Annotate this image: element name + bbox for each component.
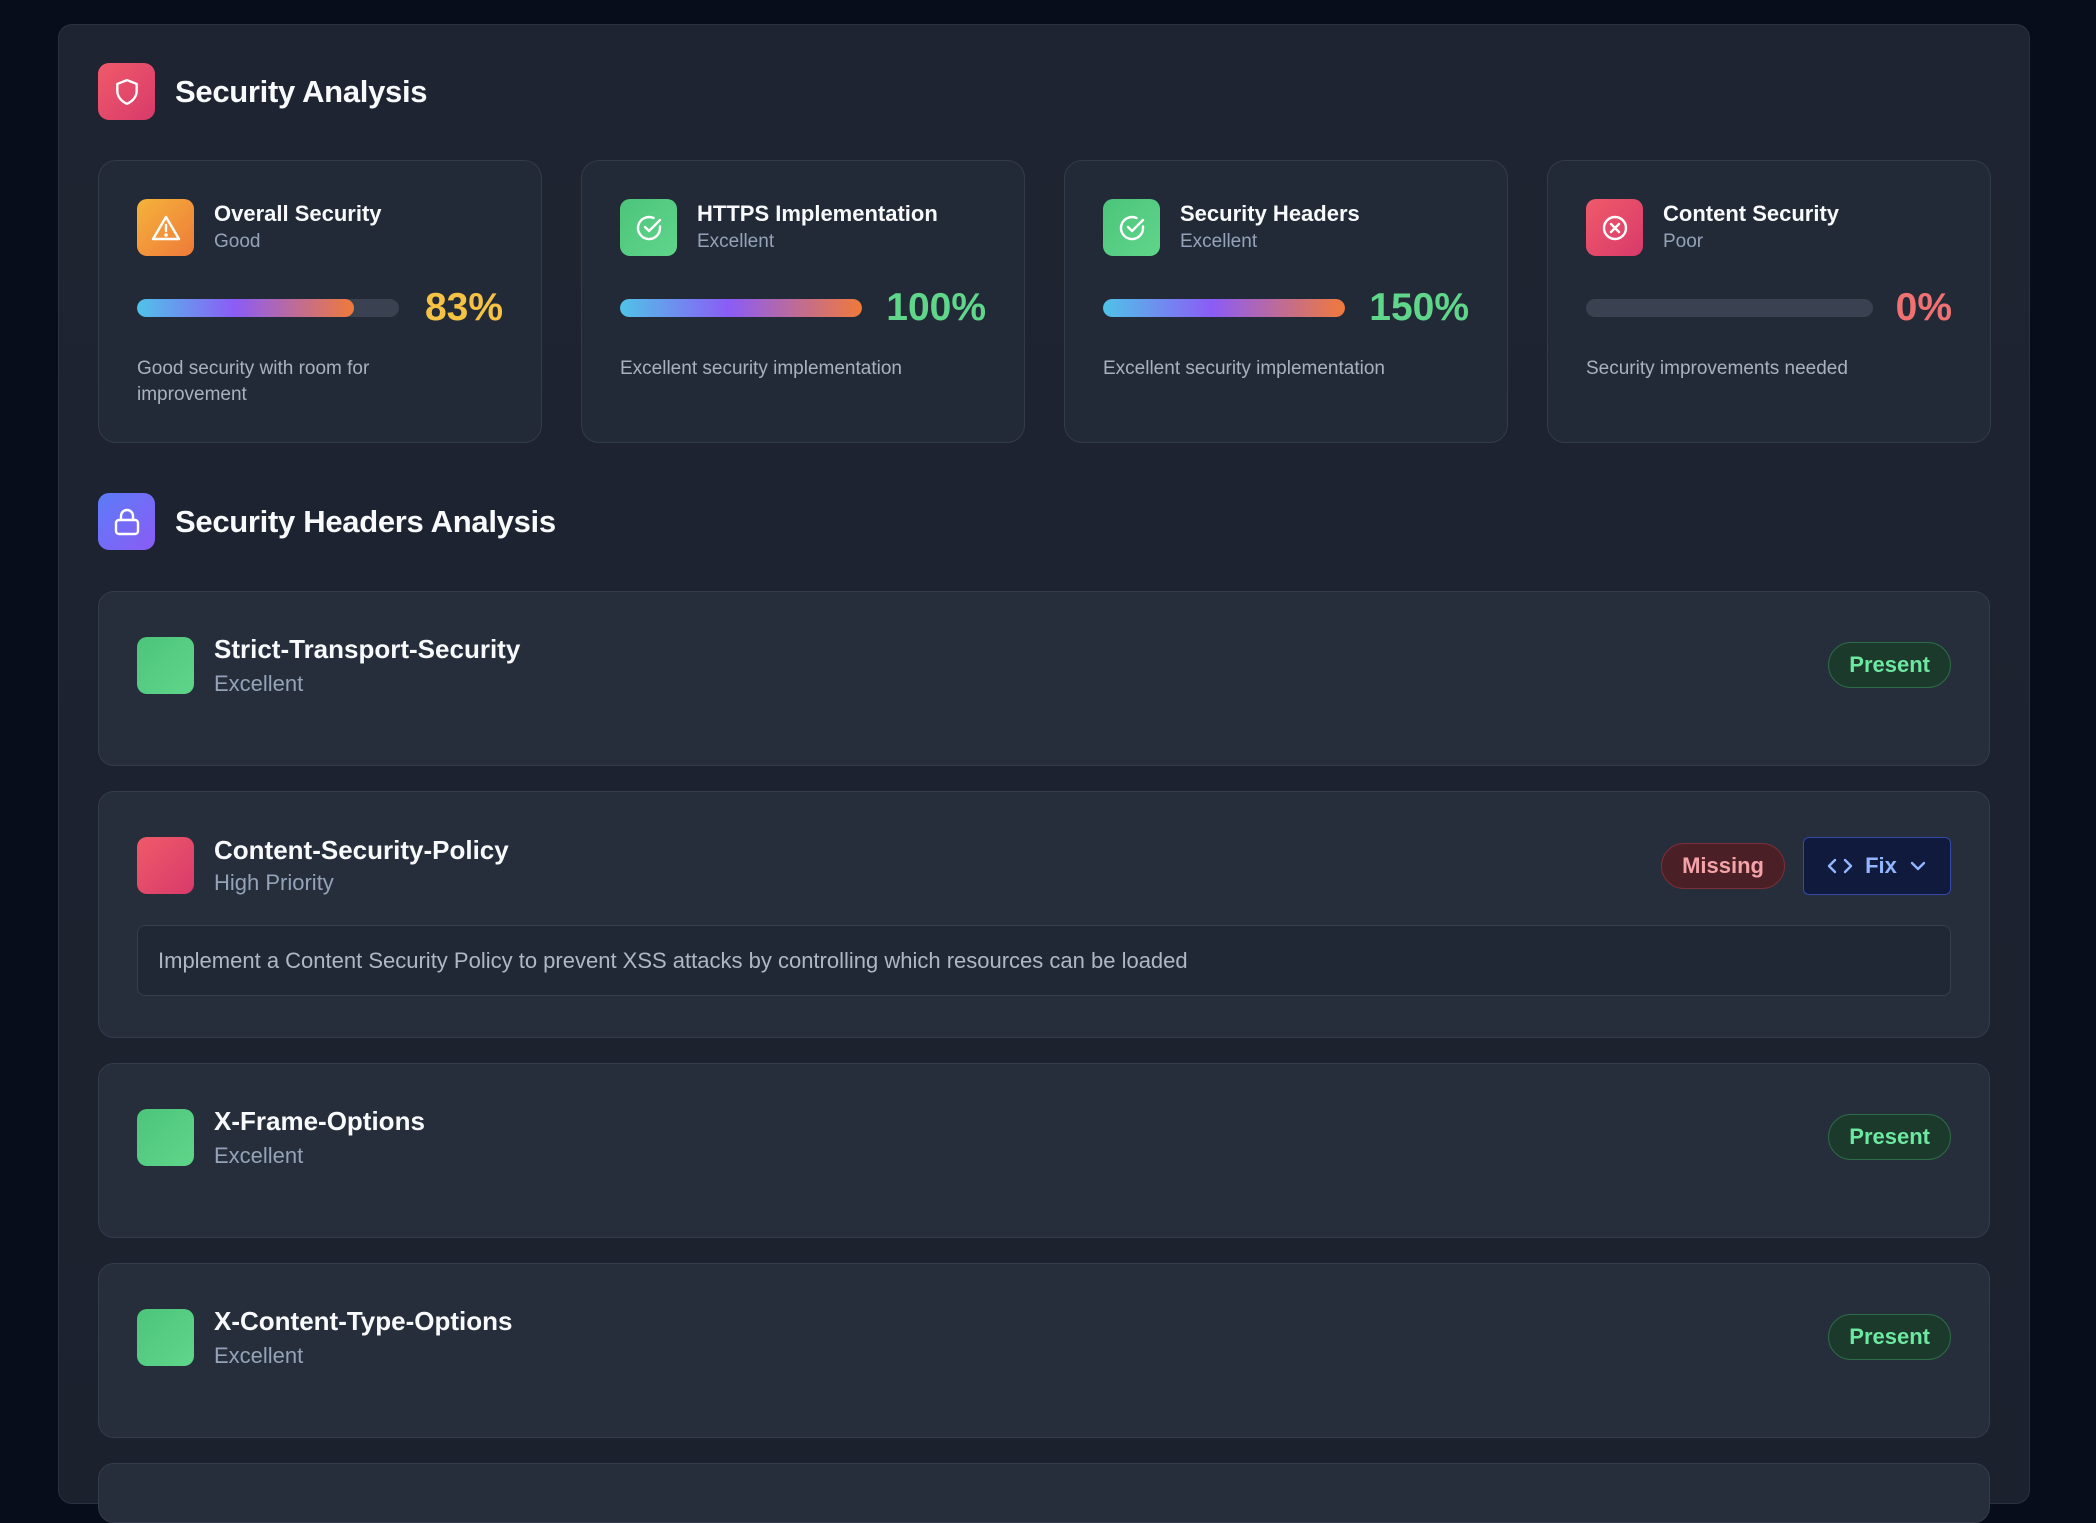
progress-bar: [137, 299, 399, 317]
recommendation-text: Implement a Content Security Policy to p…: [137, 925, 1951, 996]
metric-percent: 83%: [424, 286, 503, 329]
progress-fill: [620, 299, 862, 317]
metric-rating: Good: [214, 231, 261, 252]
metric-percent: 150%: [1369, 286, 1469, 329]
metric-card-https: HTTPS Implementation Excellent 100% Exce…: [581, 160, 1025, 443]
metric-rating: Excellent: [697, 231, 775, 252]
lock-icon: [98, 493, 155, 550]
progress-bar: [620, 299, 862, 317]
status-badge: Present: [1828, 1314, 1951, 1360]
header-row-x-frame-options: X-Frame-Options Excellent Present: [98, 1063, 1990, 1238]
fix-button[interactable]: Fix: [1803, 837, 1951, 895]
code-icon: [1827, 857, 1853, 875]
metric-rating: Excellent: [1180, 231, 1258, 252]
check-circle-icon: [1103, 199, 1160, 256]
status-icon: [137, 1109, 194, 1166]
metric-percent: 0%: [1895, 286, 1952, 329]
status-icon: [137, 837, 194, 894]
metric-name: Security Headers: [1180, 201, 1360, 226]
metric-percent: 100%: [886, 286, 986, 329]
header-row-strict-transport-security: Strict-Transport-Security Excellent Pres…: [98, 591, 1990, 766]
security-analysis-heading: Security Analysis: [98, 63, 428, 120]
header-row-content-security-policy: Content-Security-Policy High Priority Mi…: [98, 791, 1990, 1038]
progress-bar: [1103, 299, 1345, 317]
header-status: High Priority: [214, 870, 334, 895]
metric-card-security-headers: Security Headers Excellent 150% Excellen…: [1064, 160, 1508, 443]
metric-description: Excellent security implementation: [620, 358, 902, 379]
shield-icon: [98, 63, 155, 120]
header-status: Excellent: [214, 1343, 304, 1368]
header-status: Excellent: [214, 671, 304, 696]
status-icon: [137, 1309, 194, 1366]
metric-name: HTTPS Implementation: [697, 201, 938, 226]
x-circle-icon: [1586, 199, 1643, 256]
check-circle-icon: [620, 199, 677, 256]
section-title: Security Analysis: [175, 73, 428, 109]
metric-name: Content Security: [1663, 201, 1840, 226]
header-name: Strict-Transport-Security: [214, 634, 521, 664]
status-icon: [137, 637, 194, 694]
progress-fill: [137, 299, 355, 317]
section-title: Security Headers Analysis: [175, 503, 556, 539]
metric-description: Security improvements needed: [1586, 358, 1848, 379]
security-headers-heading: Security Headers Analysis: [98, 493, 556, 550]
chevron-down-icon: [1909, 860, 1927, 872]
metric-rating: Poor: [1663, 231, 1704, 252]
header-name: X-Frame-Options: [214, 1106, 425, 1136]
status-badge: Missing: [1661, 843, 1785, 889]
progress-bar: [1586, 299, 1873, 317]
metric-card-overall-security: Overall Security Good 83% Good security …: [98, 160, 542, 443]
metric-card-content-security: Content Security Poor 0% Security improv…: [1547, 160, 1991, 443]
status-badge: Present: [1828, 642, 1951, 688]
fix-label: Fix: [1865, 853, 1897, 878]
progress-fill: [1103, 299, 1345, 317]
header-row-x-content-type-options: X-Content-Type-Options Excellent Present: [98, 1263, 1990, 1438]
status-badge: Present: [1828, 1114, 1951, 1160]
metric-name: Overall Security: [214, 201, 382, 226]
alert-triangle-icon: [137, 199, 194, 256]
header-row-partial: [98, 1463, 1990, 1523]
header-name: Content-Security-Policy: [214, 835, 509, 865]
metric-description: Excellent security implementation: [1103, 358, 1385, 379]
security-analysis-panel: Security Analysis Overall Security Good …: [58, 24, 2030, 1523]
header-name: X-Content-Type-Options: [214, 1306, 513, 1336]
header-status: Excellent: [214, 1143, 304, 1168]
metric-description: Good security with room for improvement: [137, 358, 370, 405]
